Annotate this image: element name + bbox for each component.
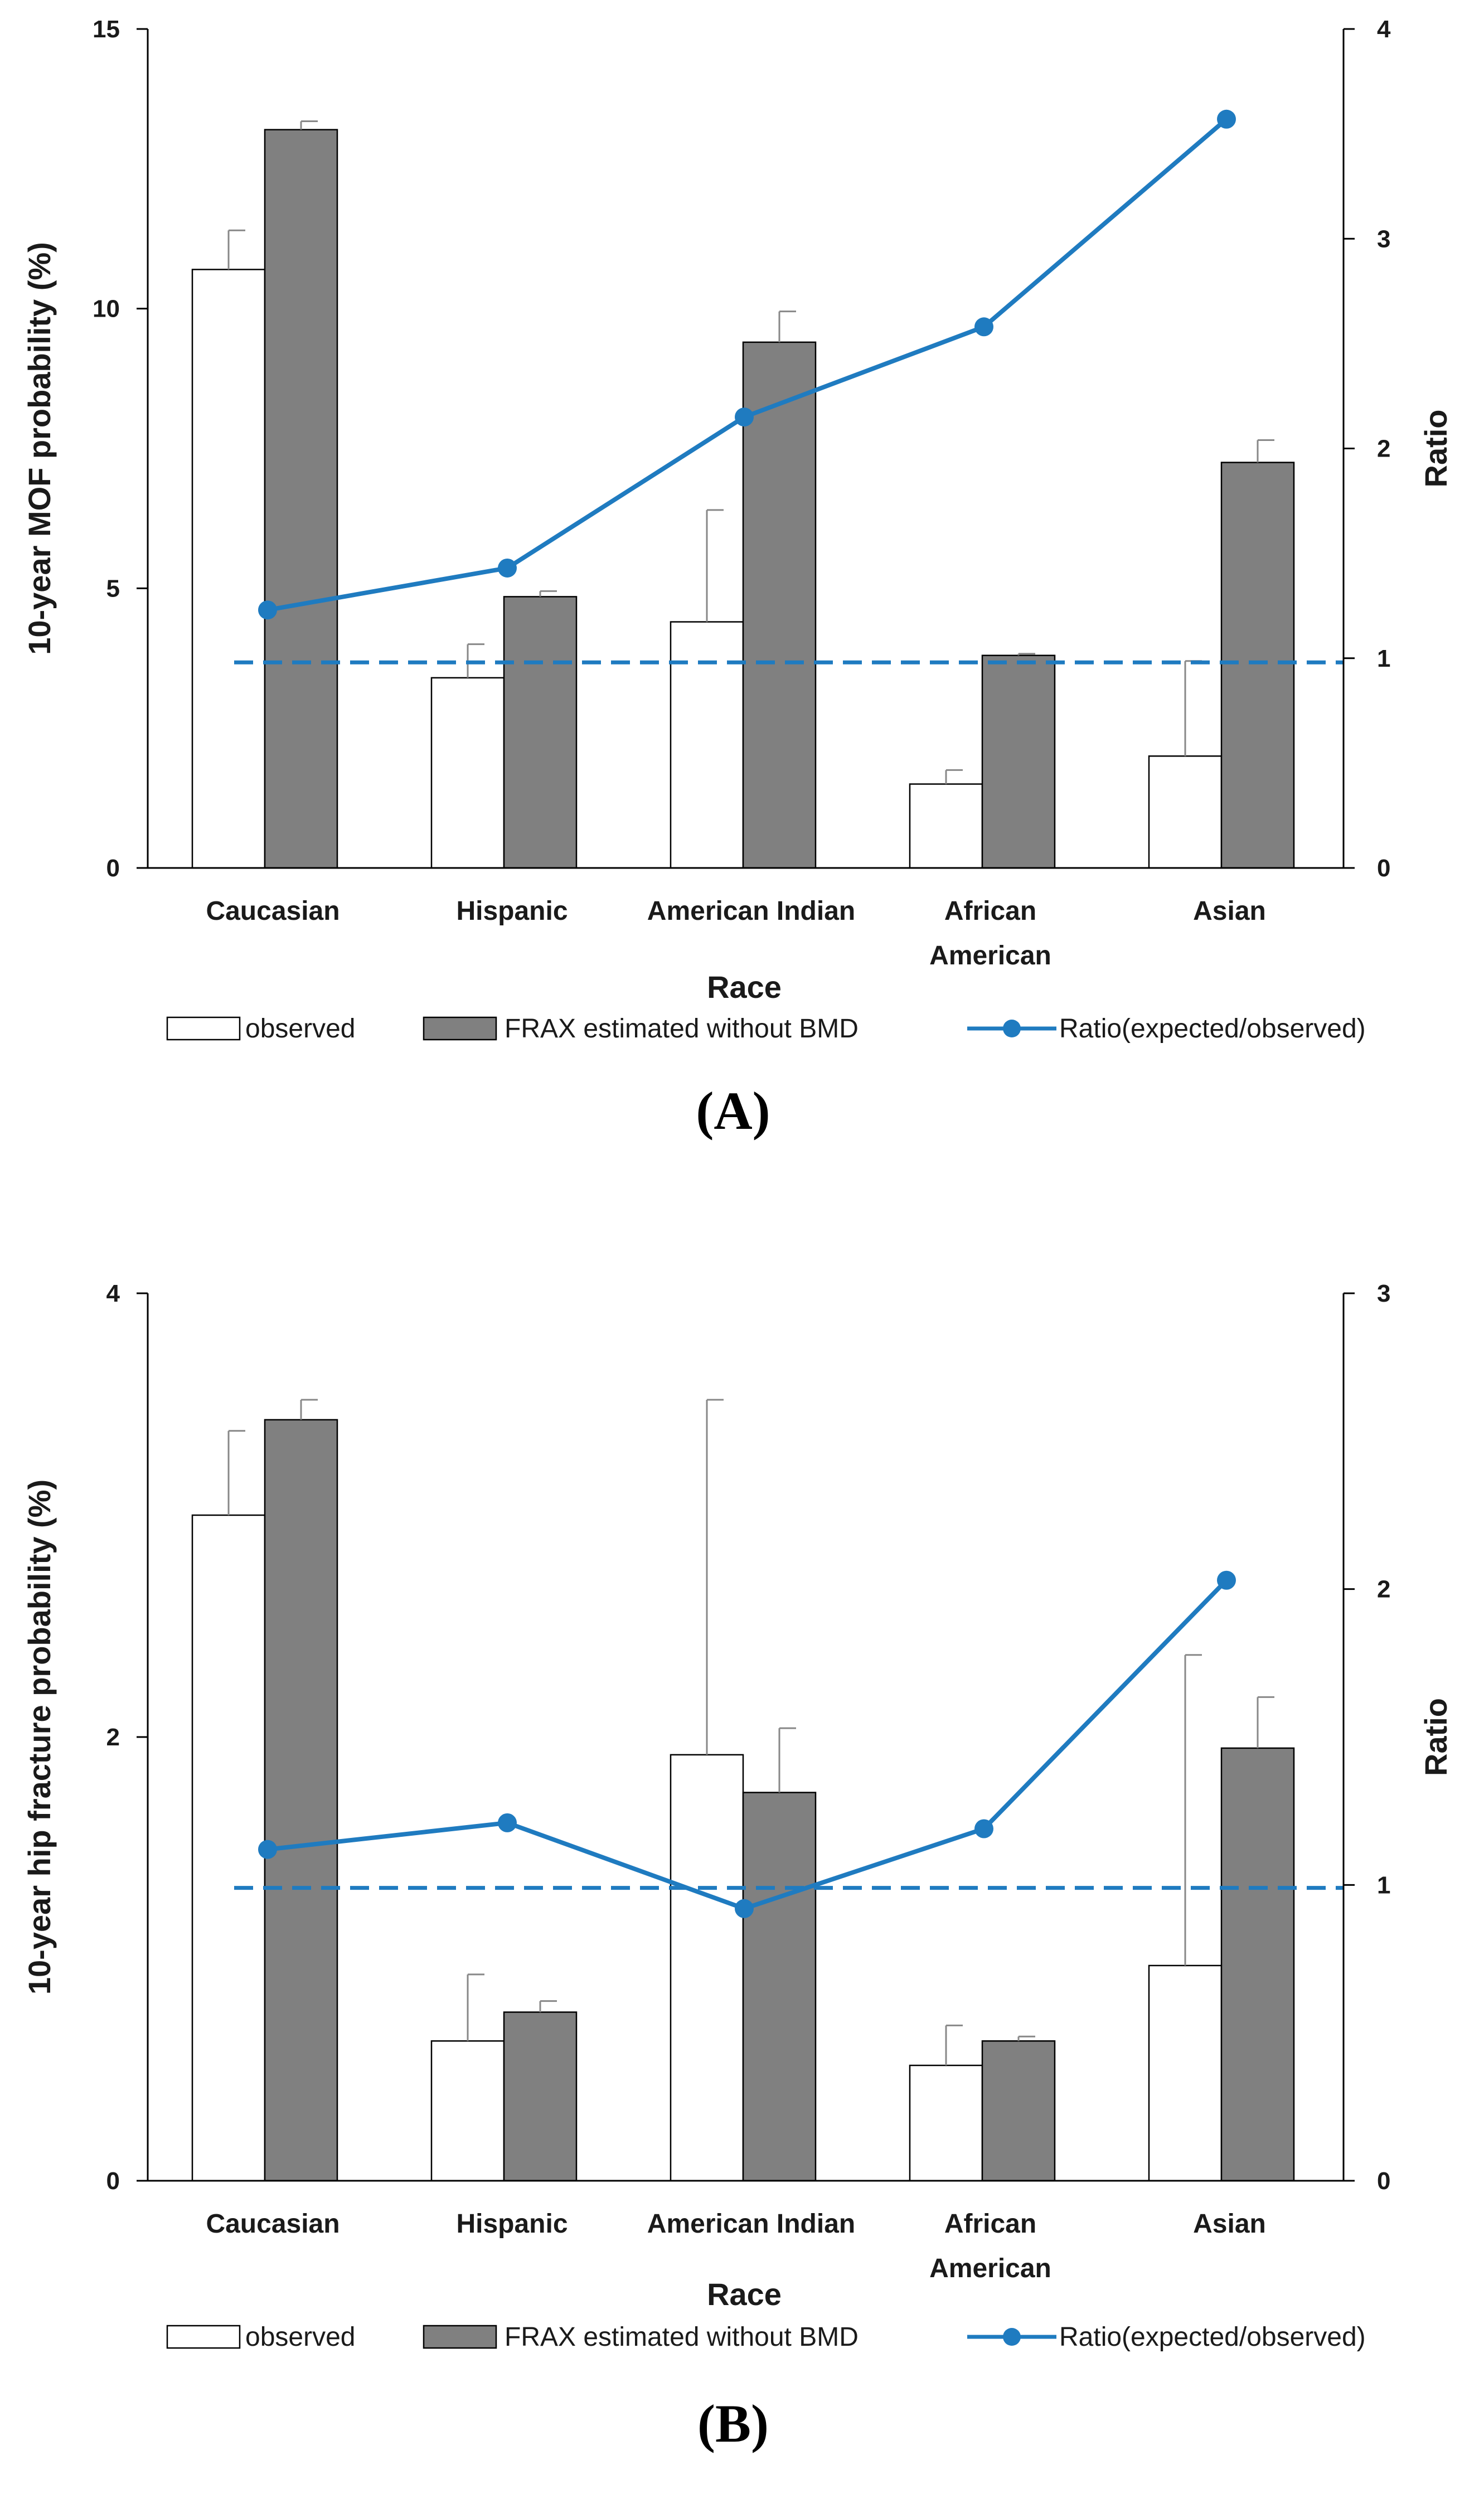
category-label-1: Hispanic xyxy=(456,2209,568,2239)
observed-bar-1 xyxy=(430,677,505,869)
x-axis-title: Race xyxy=(707,2277,782,2312)
frax-bar-2 xyxy=(742,341,817,869)
legend-swatch-frax xyxy=(423,2325,497,2349)
left-tick-label-3: 15 xyxy=(93,16,120,43)
left-tick-label-2: 10 xyxy=(93,295,120,323)
ratio-point-3 xyxy=(974,1819,993,1838)
left-tick-label-0: 0 xyxy=(106,855,120,882)
category-label-4: Asian xyxy=(1193,896,1266,926)
ratio-point-1 xyxy=(498,1813,517,1832)
category-label-3-line2: American xyxy=(929,941,1051,971)
frax-bar-0 xyxy=(264,1419,338,2182)
ratio-point-3 xyxy=(974,317,993,337)
right-tick-label-0: 0 xyxy=(1377,2167,1390,2195)
legend-label-ratio: Ratio(expected/observed) xyxy=(1059,2322,1366,2352)
ratio-point-0 xyxy=(258,1840,277,1859)
right-tick-label-4: 4 xyxy=(1377,16,1391,43)
category-label-3: African xyxy=(944,2209,1036,2239)
right-tick-label-2: 2 xyxy=(1377,435,1390,463)
ratio-point-4 xyxy=(1217,109,1236,129)
frax-bar-4 xyxy=(1220,462,1295,869)
frax-bar-3 xyxy=(981,654,1056,869)
observed-bar-4 xyxy=(1148,1964,1223,2182)
observed-bar-3 xyxy=(909,2064,983,2182)
left-tick-label-2: 4 xyxy=(106,1280,120,1307)
left-tick-label-0: 0 xyxy=(106,2167,120,2195)
legend-swatch-ratio-marker xyxy=(1003,2328,1021,2346)
x-axis-title: Race xyxy=(707,969,782,1005)
observed-bar-1 xyxy=(430,2040,505,2182)
category-label-0: Caucasian xyxy=(206,896,340,926)
legend-label-frax: FRAX estimated without BMD xyxy=(505,2322,859,2352)
legend-label-observed: observed xyxy=(245,1014,355,1044)
legend-swatch-observed xyxy=(166,1016,241,1041)
category-label-0: Caucasian xyxy=(206,2209,340,2239)
legend-label-observed: observed xyxy=(245,2322,355,2352)
chart-panel-a: Caucasian Hispanic American Indian African A… xyxy=(22,16,1453,1141)
category-label-2: American Indian xyxy=(647,896,855,926)
frax-bar-2 xyxy=(742,1792,817,2182)
legend-swatch-ratio-marker xyxy=(1003,1020,1021,1037)
legend-label-ratio: Ratio(expected/observed) xyxy=(1059,1014,1366,1044)
frax-bar-4 xyxy=(1220,1747,1295,2182)
right-tick-label-1: 1 xyxy=(1377,1871,1390,1899)
ratio-point-2 xyxy=(735,407,754,427)
ratio-point-1 xyxy=(498,558,517,578)
observed-bar-2 xyxy=(670,621,744,869)
panel-label: (B) xyxy=(697,2394,769,2453)
legend: observed FRAX estimated without BMD Ratio(… xyxy=(166,2322,1366,2352)
category-label-2: American Indian xyxy=(647,2209,855,2239)
left-tick-label-1: 5 xyxy=(106,575,120,602)
legend: observed FRAX estimated without BMD Ratio(… xyxy=(166,1014,1366,1044)
category-label-3: African xyxy=(944,896,1036,926)
y-axis-title: 10-year hip fracture probability (%) xyxy=(22,1479,57,1995)
observed-bar-0 xyxy=(191,269,266,869)
y-axis-title: 10-year MOF probability (%) xyxy=(22,242,57,655)
right-tick-label-2: 2 xyxy=(1377,1576,1390,1603)
legend-swatch-observed xyxy=(166,2325,241,2349)
category-label-3-line2: American xyxy=(929,2254,1051,2283)
ratio-point-2 xyxy=(735,1899,754,1918)
y-axis-title-right: Ratio xyxy=(1418,1698,1453,1776)
right-tick-label-0: 0 xyxy=(1377,855,1390,882)
category-label-4: Asian xyxy=(1193,2209,1266,2239)
observed-bar-0 xyxy=(191,1514,266,2182)
chart-panel-b: Caucasian Hispanic American Indian African A… xyxy=(22,1280,1453,2453)
panel-label: (A) xyxy=(696,1081,770,1141)
category-label-1: Hispanic xyxy=(456,896,568,926)
frax-bar-1 xyxy=(503,596,578,869)
frax-bar-0 xyxy=(264,129,338,869)
right-tick-label-1: 1 xyxy=(1377,645,1390,672)
observed-bar-3 xyxy=(909,783,983,869)
observed-bar-2 xyxy=(670,1754,744,2182)
legend-swatch-frax xyxy=(423,1016,497,1041)
right-tick-label-3: 3 xyxy=(1377,1280,1390,1307)
ratio-point-0 xyxy=(258,600,277,620)
frax-bar-1 xyxy=(503,2011,578,2182)
y-axis-title-right: Ratio xyxy=(1418,410,1453,488)
observed-bar-4 xyxy=(1148,755,1223,869)
right-tick-label-3: 3 xyxy=(1377,225,1390,253)
legend-label-frax: FRAX estimated without BMD xyxy=(505,1014,859,1044)
left-tick-label-1: 2 xyxy=(106,1724,120,1751)
frax-bar-3 xyxy=(981,2040,1056,2182)
ratio-point-4 xyxy=(1217,1570,1236,1590)
